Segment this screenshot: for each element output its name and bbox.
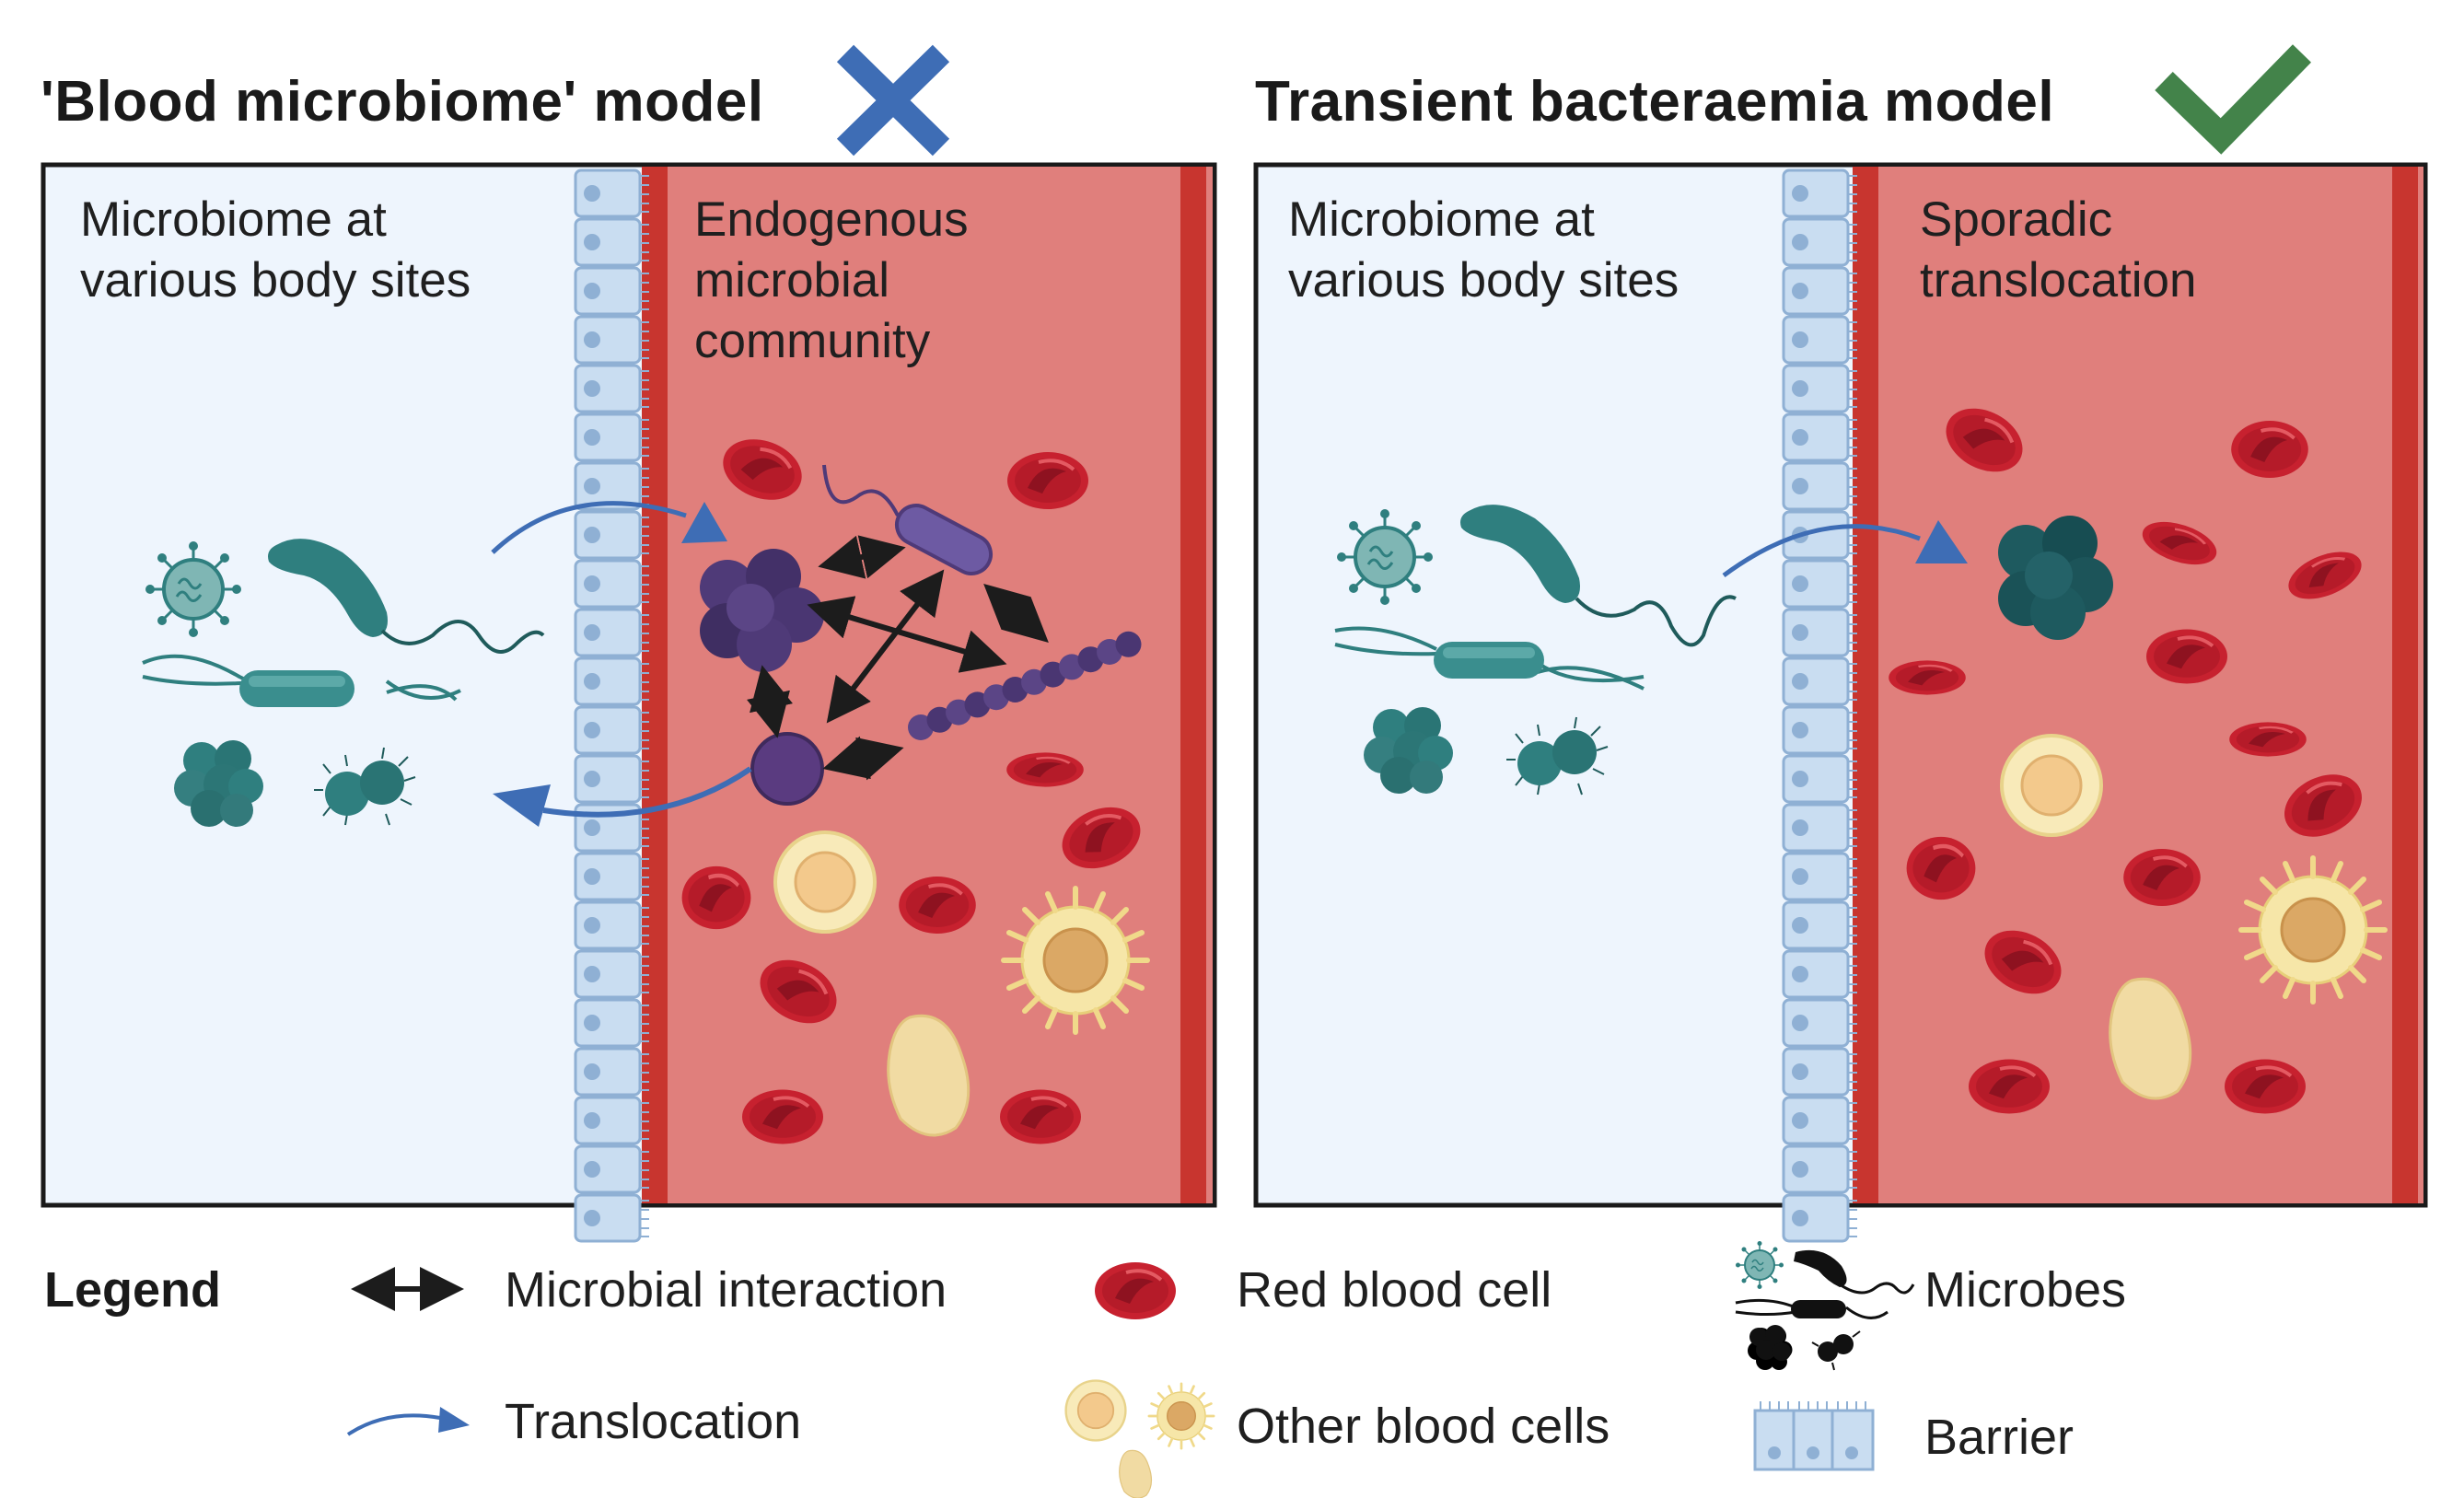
blood-cells-icon — [1064, 1379, 1215, 1498]
barrier-cell — [1782, 949, 1859, 999]
barrier-cell — [574, 217, 651, 267]
red-blood-cell — [897, 875, 978, 935]
left-tissue-label: Microbiome at various body sites — [80, 192, 471, 308]
barrier-cell — [574, 510, 651, 560]
flagellated-rod-icon — [142, 654, 461, 707]
barrier-cell — [574, 852, 651, 901]
translocation-arrow-in — [491, 501, 727, 554]
barrier-cell — [574, 656, 651, 706]
translocation-arrow — [1722, 520, 1968, 578]
virus-icon — [1335, 507, 1435, 607]
curved-arrow-icon — [346, 1407, 470, 1436]
right-tissue-label: Microbiome at various body sites — [1288, 192, 1679, 308]
spiky-blood-cell — [2241, 858, 2385, 1002]
left-blood-label: Endogenous microbial community — [694, 192, 969, 368]
barrier-cell — [1782, 1193, 1859, 1243]
barrier-cell — [574, 168, 651, 218]
white-blood-cell — [773, 830, 877, 934]
barrier-cell — [1782, 608, 1859, 657]
barrier-cell — [574, 315, 651, 365]
left-panel — [41, 162, 1217, 1243]
barrier-cell — [1782, 656, 1859, 706]
legend-label-interaction: Microbial interaction — [505, 1262, 947, 1318]
barrier-cell — [574, 705, 651, 755]
barrier-cell — [574, 412, 651, 462]
red-blood-cell — [1967, 1057, 2051, 1116]
barrier-cell — [574, 900, 651, 950]
red-blood-cell — [2223, 1057, 2307, 1116]
barrier-cell — [1782, 364, 1859, 413]
barrier-cell — [1782, 705, 1859, 755]
barrier-cell — [574, 559, 651, 609]
barrier-cell — [574, 1047, 651, 1097]
check-icon — [2155, 44, 2312, 155]
barrier-icon — [1753, 1401, 1875, 1471]
right-panel — [1253, 162, 2428, 1243]
barrier-cell — [1782, 559, 1859, 609]
cross-icon — [836, 44, 950, 157]
legend-label-other-blood-cells: Other blood cells — [1237, 1399, 1610, 1454]
legend-label-microbes: Microbes — [1924, 1262, 2127, 1318]
red-blood-cell — [740, 1087, 825, 1146]
curved-rod-bacterium-icon — [268, 539, 545, 654]
barrier-cell — [1782, 412, 1859, 462]
virus-icon — [144, 540, 243, 639]
barrier-cell — [1782, 1144, 1859, 1194]
barrier-cell — [1782, 900, 1859, 950]
legend-label-translocation: Translocation — [505, 1394, 802, 1449]
barrier-cell — [1782, 1047, 1859, 1097]
barrier-cell — [1782, 217, 1859, 267]
purple-chain-icon — [908, 631, 1142, 740]
barrier-cell — [574, 364, 651, 413]
red-blood-cell — [1907, 837, 1976, 900]
microbes-icon — [1735, 1240, 1915, 1371]
legend-label-barrier: Barrier — [1924, 1410, 2075, 1465]
red-blood-cell — [2229, 419, 2310, 480]
barrier-cell — [574, 608, 651, 657]
barrier-cell — [574, 1193, 651, 1243]
barrier-cell — [1782, 1096, 1859, 1145]
purple-coccus-icon — [750, 732, 824, 806]
red-blood-cell — [2227, 720, 2308, 759]
barrier-cell — [574, 266, 651, 316]
barrier-cell — [574, 998, 651, 1048]
right-panel-title: Transient bacteraemia model — [1255, 70, 2055, 134]
barrier-cell — [1782, 998, 1859, 1048]
red-blood-cell — [2144, 627, 2229, 686]
chain-coccus — [1115, 631, 1142, 657]
legend-title: Legend — [44, 1262, 222, 1318]
barrier-cell — [1782, 803, 1859, 853]
legend-label-red-blood-cell: Red blood cell — [1237, 1262, 1552, 1318]
white-blood-cell — [2000, 734, 2103, 837]
barrier-cell — [574, 1144, 651, 1194]
microbial-interaction-arrows — [746, 535, 1049, 781]
barrier-cell — [1782, 461, 1859, 511]
barrier-cell — [1782, 754, 1859, 804]
flagellated-rod-icon — [1334, 626, 1645, 691]
red-blood-cell — [682, 866, 751, 929]
barrier-cell — [1782, 315, 1859, 365]
barrier-cell — [574, 754, 651, 804]
curved-rod-bacterium-icon — [1460, 505, 1737, 647]
barrier-cell — [1782, 266, 1859, 316]
translocated-microbe-cluster — [1998, 516, 2113, 640]
purple-cluster-icon — [700, 549, 824, 672]
barrier-cell — [1782, 852, 1859, 901]
red-blood-cell — [998, 1087, 1083, 1146]
barrier-cell — [574, 949, 651, 999]
spiky-blood-cell — [1004, 888, 1147, 1032]
red-blood-cell — [1887, 658, 1968, 697]
red-blood-cell — [1005, 750, 1086, 789]
barrier-cell — [574, 1096, 651, 1145]
purple-rod-icon — [822, 464, 994, 575]
left-panel-title: 'Blood microbiome' model — [41, 70, 764, 134]
red-blood-cell-icon — [1093, 1260, 1178, 1321]
right-blood-label: Sporadic translocation — [1920, 192, 2197, 308]
red-blood-cell — [2121, 847, 2202, 908]
red-blood-cell — [1005, 450, 1090, 511]
barrier-cell — [1782, 168, 1859, 218]
translocation-arrow-out — [493, 766, 752, 827]
